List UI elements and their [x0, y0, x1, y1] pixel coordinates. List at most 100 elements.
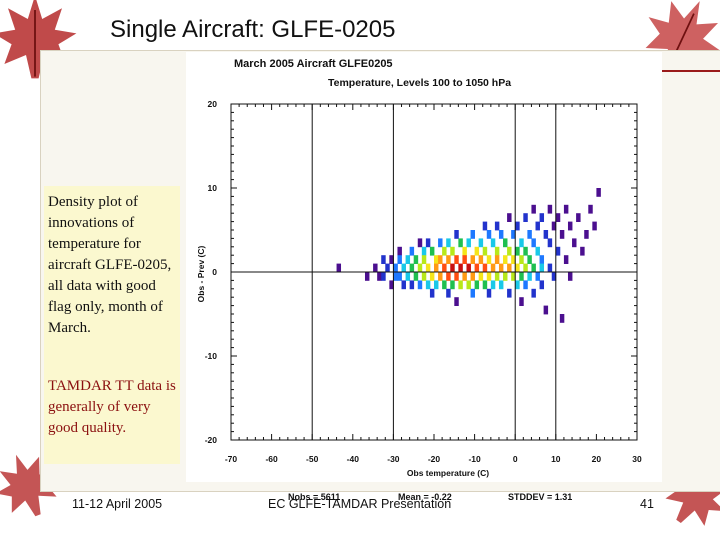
y-tick-label: -20 — [205, 435, 218, 445]
density-cell — [446, 238, 451, 248]
density-cell — [478, 238, 484, 248]
density-cell — [466, 263, 471, 273]
density-cell — [539, 255, 545, 264]
density-cell — [547, 263, 553, 273]
density-cell — [592, 221, 597, 231]
x-tick-label: -40 — [347, 454, 360, 464]
quality-note: TAMDAR TT data is generally of very good… — [48, 378, 176, 436]
chart-subtitle: Temperature, Levels 100 to 1050 hPa — [328, 77, 511, 89]
density-plot: March 2005 Aircraft GLFE0205 Temperature… — [186, 52, 662, 482]
stat-mean: Mean = -0.22 — [398, 492, 452, 502]
density-cell — [494, 272, 500, 281]
density-cell — [515, 246, 520, 256]
density-cell — [572, 238, 577, 248]
density-cell — [515, 280, 520, 290]
density-cell — [567, 272, 573, 281]
density-cell — [523, 213, 528, 222]
density-cell — [421, 255, 427, 264]
density-cell — [482, 263, 488, 273]
density-cell — [470, 230, 475, 239]
footer-date: 11-12 April 2005 — [72, 497, 163, 511]
slide-title: Single Aircraft: GLFE-0205 — [110, 16, 396, 43]
reference-lines — [231, 104, 637, 440]
density-cell — [507, 263, 512, 273]
density-cell — [458, 263, 463, 273]
density-cell — [389, 280, 394, 290]
density-cell — [527, 255, 532, 264]
density-cell — [381, 255, 386, 264]
density-cell — [450, 246, 455, 256]
plot-background — [186, 52, 662, 482]
density-cell — [450, 280, 455, 290]
density-cell — [381, 272, 386, 281]
density-cell — [490, 263, 496, 273]
density-cell — [462, 272, 467, 281]
x-tick-label: -30 — [387, 454, 400, 464]
density-cell — [434, 280, 439, 290]
density-cell — [535, 272, 540, 281]
x-tick-label: -70 — [225, 454, 238, 464]
density-cell — [454, 272, 459, 281]
density-cell — [547, 238, 553, 248]
density-cell — [507, 288, 512, 298]
density-cell — [438, 238, 443, 248]
density-cell — [535, 246, 540, 256]
x-tick-label: 30 — [632, 454, 642, 464]
density-cell — [401, 280, 406, 290]
density-cell — [498, 230, 504, 239]
density-cell — [442, 246, 447, 256]
density-cell — [539, 263, 545, 273]
density-cell — [417, 238, 423, 248]
x-tick-label: -20 — [428, 454, 441, 464]
density-cell — [486, 255, 492, 264]
density-cell — [543, 230, 549, 239]
density-cell — [470, 272, 475, 281]
density-cell — [442, 280, 447, 290]
density-cell — [409, 246, 415, 256]
density-cell — [458, 238, 463, 248]
density-cell — [373, 263, 378, 273]
density-cell — [474, 280, 480, 290]
density-cell — [446, 272, 451, 281]
density-cell — [434, 263, 439, 273]
density-cell — [555, 213, 561, 222]
density-cell — [421, 246, 427, 256]
density-cell — [336, 263, 342, 273]
density-cell — [397, 246, 402, 256]
density-cell — [486, 272, 492, 281]
density-cell — [454, 230, 459, 239]
density-cell — [523, 263, 528, 273]
density-cell — [454, 297, 459, 306]
density-cell — [393, 272, 398, 281]
density-cell — [482, 221, 488, 231]
density-cell — [563, 204, 569, 214]
density-cell — [364, 272, 370, 281]
density-cell — [547, 204, 553, 214]
density-cell — [531, 263, 536, 273]
density-cell — [405, 272, 411, 281]
density-cell — [389, 255, 394, 264]
x-tick-label: 0 — [513, 454, 518, 464]
x-tick-label: 20 — [592, 454, 602, 464]
density-cells — [336, 188, 601, 323]
x-tick-label: 10 — [551, 454, 561, 464]
density-cell — [425, 263, 431, 273]
density-cell — [413, 272, 419, 281]
density-cell — [543, 305, 549, 315]
y-tick-label: 20 — [208, 99, 218, 109]
density-cell — [523, 246, 528, 256]
density-cell — [531, 204, 536, 214]
density-cell — [555, 246, 561, 256]
density-cell — [405, 255, 411, 264]
density-cell — [393, 263, 398, 273]
density-cell — [515, 221, 520, 231]
density-cell — [563, 255, 569, 264]
density-cell — [429, 288, 435, 298]
density-cell — [446, 255, 451, 264]
density-cell — [511, 230, 516, 239]
density-cell — [474, 246, 480, 256]
x-tick-label: -50 — [306, 454, 319, 464]
stat-stddev: STDDEV = 1.31 — [508, 492, 572, 502]
y-axis-label: Obs - Prev (C) — [196, 245, 206, 302]
density-cell — [515, 263, 520, 273]
